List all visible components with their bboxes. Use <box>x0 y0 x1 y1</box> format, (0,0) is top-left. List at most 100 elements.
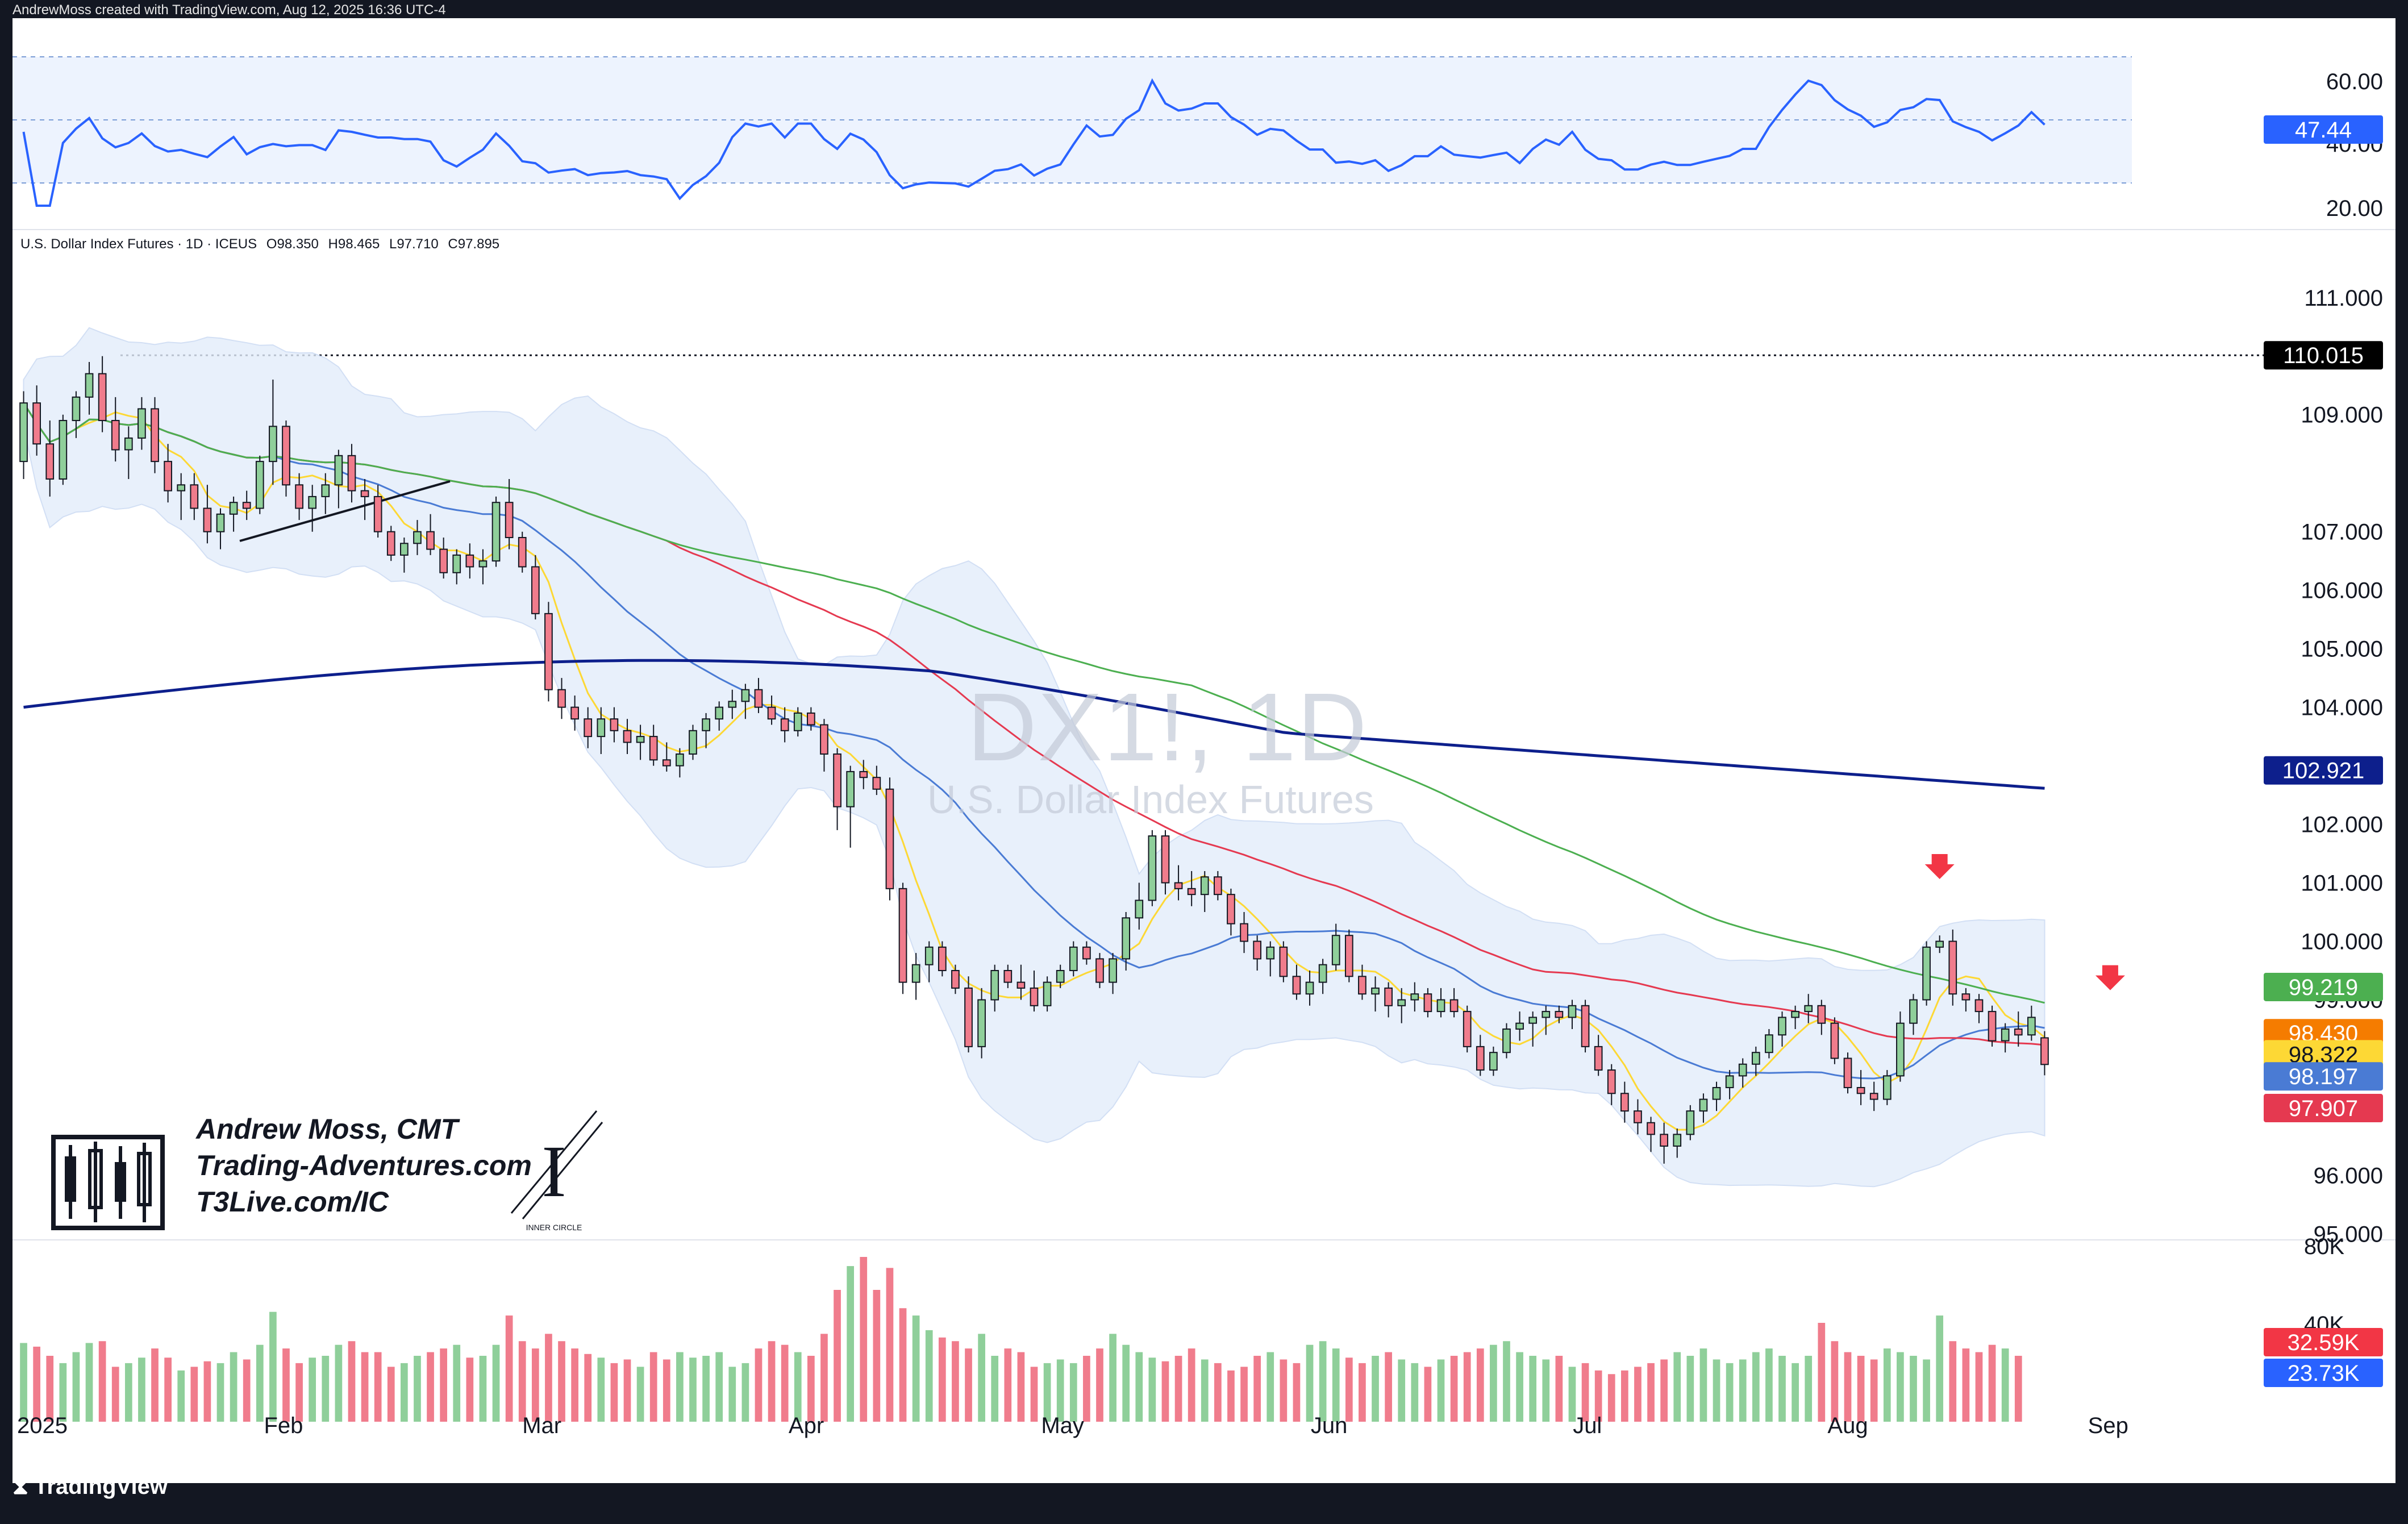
candle-body <box>728 701 737 708</box>
candle-body <box>1003 970 1013 983</box>
volume-bar <box>912 1315 920 1422</box>
volume-bar <box>1621 1370 1628 1422</box>
volume-bar <box>1529 1356 1537 1422</box>
high-price-tag-bg <box>2264 341 2383 370</box>
price-axis-label: 105.000 <box>2301 637 2383 662</box>
volume-bar <box>847 1266 854 1422</box>
ma-red-price-tag: 97.907 <box>2289 1096 2358 1121</box>
candle-body <box>1673 1134 1682 1147</box>
volume-bar <box>1542 1359 1550 1422</box>
tradingview-logo[interactable]: ⧗ TradingView <box>13 1474 168 1500</box>
price-axis-label: 109.000 <box>2301 403 2383 428</box>
watermark-ticker: DX1!, 1D <box>967 673 1368 781</box>
candle-body <box>1607 1069 1616 1094</box>
volume-bar <box>715 1352 723 1422</box>
candle-body <box>1423 993 1432 1013</box>
month-label: Apr <box>789 1413 824 1438</box>
month-label: Jul <box>1573 1413 1602 1438</box>
chart-panel[interactable]: 2025 Feb Mar Apr May Jun Jul Aug Sep 111.000 109.0… <box>13 18 2395 1483</box>
candle-body <box>1634 1110 1642 1123</box>
candle-body <box>557 689 566 708</box>
candle-body <box>1318 964 1327 983</box>
volume-bar <box>1122 1344 1130 1422</box>
volume-bar <box>886 1268 894 1422</box>
volume-bar <box>1214 1363 1222 1422</box>
volume-bar <box>1359 1363 1366 1422</box>
volume-bar <box>571 1348 578 1422</box>
candle-body <box>1410 993 1419 1001</box>
volume-bar <box>374 1352 382 1422</box>
volume-bar <box>1647 1363 1655 1422</box>
ma-blue-line <box>23 402 2045 1080</box>
volume-bar <box>1056 1359 1064 1422</box>
price-axis-label: 106.000 <box>2301 578 2383 603</box>
candle-body <box>951 970 960 989</box>
volume-bar <box>1437 1359 1445 1422</box>
candle-body <box>32 402 41 445</box>
volume-bar <box>1883 1348 1891 1422</box>
candle-body <box>1436 999 1445 1013</box>
price-axis-label: 95.000 <box>2314 1222 2383 1247</box>
volume-bar <box>492 1344 500 1422</box>
candle-body <box>1581 1005 1590 1047</box>
candle-body <box>1463 1011 1472 1047</box>
volume-bar <box>427 1352 434 1422</box>
volume-bar <box>295 1363 303 1422</box>
candle-body <box>1935 940 1944 948</box>
candle-body <box>1214 876 1222 896</box>
candle-body <box>662 759 671 767</box>
volume-bar <box>322 1356 330 1422</box>
author-name: Andrew Moss, CMT <box>196 1113 459 1145</box>
candle-body <box>898 888 907 983</box>
volume-bar <box>1555 1356 1563 1422</box>
candle-body <box>465 554 474 568</box>
legend-symbol: U.S. Dollar Index Futures · 1D · ICEUS <box>20 236 257 252</box>
candle-body <box>98 373 107 422</box>
volume-bar <box>1083 1356 1090 1422</box>
candle-body <box>124 437 133 451</box>
volume-bar <box>1752 1352 1760 1422</box>
volume-bar <box>401 1363 408 1422</box>
volume-bar <box>702 1356 710 1422</box>
volume-bar <box>440 1348 447 1422</box>
candle-body <box>597 718 606 738</box>
volume-bar <box>1227 1370 1235 1422</box>
ma-blue-price-tag: 98.197 <box>2289 1064 2358 1089</box>
candle-body <box>1240 923 1248 942</box>
month-label: Feb <box>264 1413 303 1438</box>
volume-bar <box>1805 1356 1813 1422</box>
candle-body <box>964 987 973 1047</box>
candle-body <box>373 495 382 532</box>
candle-body <box>216 513 225 532</box>
volume-bar <box>1673 1352 1681 1422</box>
volume-bar <box>649 1352 657 1422</box>
volume-bar <box>1135 1352 1143 1422</box>
rsi-line <box>22 78 2045 207</box>
volume-axis-label: 80K <box>2304 1234 2344 1259</box>
candle-body <box>518 536 527 568</box>
ma100-price-tag: 99.219 <box>2289 975 2358 1000</box>
candle-body <box>1869 1093 1878 1100</box>
candle-body <box>491 502 501 562</box>
volume-bar <box>781 1344 789 1422</box>
volume-blue-tag: 23.73K <box>2288 1361 2360 1386</box>
candle-body <box>1922 946 1931 1001</box>
volume-bar <box>20 1343 27 1422</box>
volume-bar <box>1069 1363 1077 1422</box>
volume-bar <box>1398 1359 1406 1422</box>
volume-bar <box>899 1308 907 1422</box>
volume-bar <box>820 1334 828 1422</box>
volume-bar <box>1463 1352 1471 1422</box>
candle-body <box>1122 917 1131 960</box>
rsi-axis-label: 20.00 <box>2326 196 2383 221</box>
volume-bar <box>1739 1359 1747 1422</box>
candle-body <box>1751 1052 1760 1065</box>
volume-bar <box>610 1363 618 1422</box>
chart-canvas[interactable]: 2025 Feb Mar Apr May Jun Jul Aug Sep 111.000 109.0… <box>13 18 2395 1483</box>
candle-body <box>1135 900 1144 919</box>
candle-body <box>2001 1028 2010 1042</box>
volume-bar <box>1004 1348 1012 1422</box>
volume-bar <box>2001 1348 2009 1422</box>
volume-bar <box>256 1344 264 1422</box>
